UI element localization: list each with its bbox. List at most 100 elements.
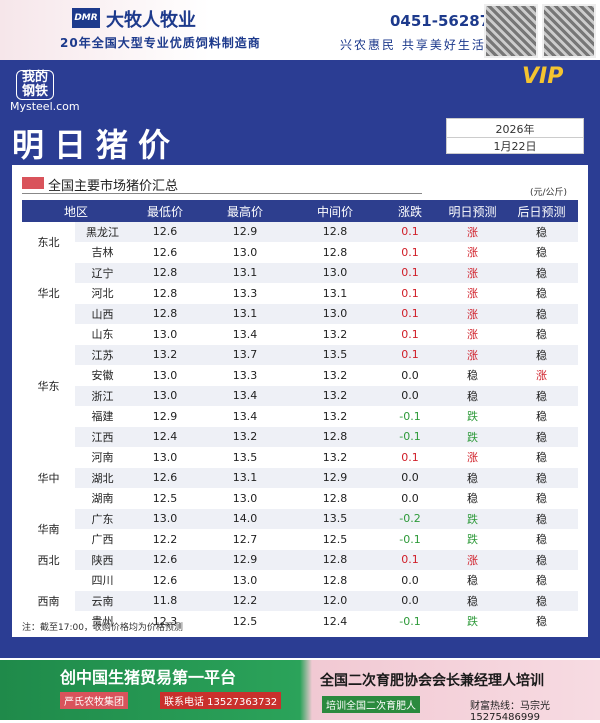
province: 湖北: [75, 467, 131, 489]
column-header: 最高价: [200, 200, 291, 222]
mid-price: 13.5: [290, 508, 381, 530]
forecast-after: 稳: [505, 447, 579, 468]
forecast-tomorrow: 跌: [440, 426, 506, 448]
mid-price: 13.5: [290, 344, 381, 366]
marker: [22, 177, 44, 189]
ad-company: 严氏农牧集团: [60, 692, 128, 709]
mid-price: 13.2: [290, 447, 381, 468]
forecast-after: 稳: [505, 222, 579, 243]
ad-headline: 创中国生猪贸易第一平台: [60, 668, 237, 687]
column-header: 最低价: [130, 200, 201, 222]
min-price: 13.2: [130, 344, 201, 366]
forecast-after: 稳: [505, 570, 579, 591]
column-header: 明日预测: [440, 200, 506, 222]
change: 0.1: [380, 283, 441, 304]
table-row: 东北 黑龙江 12.6 12.9 12.8 0.1 涨稳: [22, 222, 579, 263]
note: 注：截至17:00，收购价格均为价格预测: [22, 623, 183, 633]
change: 0.1: [380, 242, 441, 263]
max-price: 12.9: [200, 222, 291, 243]
table-row: 华南 广东 13.0 14.0 13.5 -0.2 跌稳: [22, 508, 579, 550]
change: 0.0: [380, 590, 441, 612]
title: 明日猪价: [12, 126, 181, 164]
table-row: 华北 辽宁 12.8 13.1 13.0 0.1 涨稳: [22, 262, 579, 325]
max-price: 13.3: [200, 365, 291, 386]
change: 0.1: [380, 262, 441, 284]
qr-code: [542, 4, 596, 58]
subtitle: 全国主要市场猪价汇总: [48, 179, 179, 194]
forecast-tomorrow: 涨: [440, 344, 506, 366]
province: 江苏: [75, 344, 131, 366]
forecast-tomorrow: 稳: [440, 488, 506, 509]
province: 安徽: [75, 365, 131, 386]
forecast-after: 稳: [505, 549, 579, 571]
table-row: 山西 12.8 13.1 13.0 0.1 涨稳: [22, 303, 579, 325]
table-row: 湖北 12.6 13.1 12.9 0.0 稳稳: [22, 467, 579, 489]
mid-price: 13.0: [290, 262, 381, 284]
forecast-after: 稳: [505, 344, 579, 366]
vip-badge: VIP: [522, 64, 564, 89]
mid-price: 13.2: [290, 385, 381, 407]
change: 0.1: [380, 447, 441, 468]
forecast-after: 稳: [505, 385, 579, 407]
min-price: 12.8: [130, 262, 201, 284]
province: 陕西: [75, 549, 131, 571]
mid-price: 13.2: [290, 365, 381, 386]
mid-price: 13.2: [290, 324, 381, 345]
site-name: Mysteel.com: [10, 100, 80, 113]
forecast-tomorrow: 稳: [440, 385, 506, 407]
forecast-tomorrow: 稳: [440, 365, 506, 386]
divider: [22, 193, 422, 194]
table-row: 华东 山东 13.0 13.4 13.2 0.1 涨稳: [22, 324, 579, 448]
change: 0.0: [380, 467, 441, 489]
region: 华中: [22, 447, 75, 509]
max-price: 13.3: [200, 283, 291, 304]
column-header: 地区: [22, 200, 131, 222]
forecast-after: 稳: [505, 529, 579, 550]
min-price: 12.6: [130, 222, 201, 243]
change: -0.1: [380, 611, 441, 632]
change: -0.2: [380, 508, 441, 530]
logo: DMR: [72, 8, 100, 28]
region: 东北: [22, 222, 75, 263]
province: 四川: [75, 570, 131, 591]
forecast-after: 稳: [505, 467, 579, 489]
forecast-after: 稳: [505, 406, 579, 427]
max-price: 14.0: [200, 508, 291, 530]
max-price: 13.4: [200, 324, 291, 345]
mid-price: 12.5: [290, 529, 381, 550]
max-price: 13.5: [200, 447, 291, 468]
province: 福建: [75, 406, 131, 427]
change: -0.1: [380, 406, 441, 427]
table-row: 江苏 13.2 13.7 13.5 0.1 涨稳: [22, 344, 579, 366]
ad-hotline: 财富热线：马宗光 15275486999: [470, 701, 550, 723]
min-price: 12.5: [130, 488, 201, 509]
min-price: 13.0: [130, 508, 201, 530]
province: 辽宁: [75, 262, 131, 284]
table-body: 东北 黑龙江 12.6 12.9 12.8 0.1 涨稳吉林 12.6 13.0 12.8 0.1 涨…: [22, 222, 579, 632]
forecast-after: 稳: [505, 508, 579, 530]
region: 西南: [22, 570, 75, 632]
table-row: 河北 12.8 13.3 13.1 0.1 涨稳: [22, 283, 579, 304]
column-header: 中间价: [290, 200, 381, 222]
forecast-after: 稳: [505, 324, 579, 345]
min-price: 13.0: [130, 324, 201, 345]
column-header: 涨跌: [380, 200, 441, 222]
footer-ad: [0, 660, 600, 720]
mid-price: 12.8: [290, 549, 381, 571]
province: 山西: [75, 303, 131, 325]
max-price: 13.1: [200, 467, 291, 489]
change: 0.1: [380, 303, 441, 325]
brand: 大牧人牧业: [106, 10, 196, 31]
price-table: 地区 最低价 最高价 中间价 涨跌 明日预测 后日预测 东北 黑龙江 12.6 12.9 12.8 0…: [22, 200, 579, 632]
min-price: 12.4: [130, 426, 201, 448]
column-header: 后日预测: [505, 200, 579, 222]
province: 黑龙江: [75, 222, 131, 243]
change: 0.1: [380, 549, 441, 571]
max-price: 12.7: [200, 529, 291, 550]
min-price: 12.6: [130, 467, 201, 489]
mid-price: 12.8: [290, 242, 381, 263]
forecast-tomorrow: 涨: [440, 283, 506, 304]
forecast-after: 稳: [505, 303, 579, 325]
mid-price: 13.2: [290, 406, 381, 427]
min-price: 13.0: [130, 365, 201, 386]
